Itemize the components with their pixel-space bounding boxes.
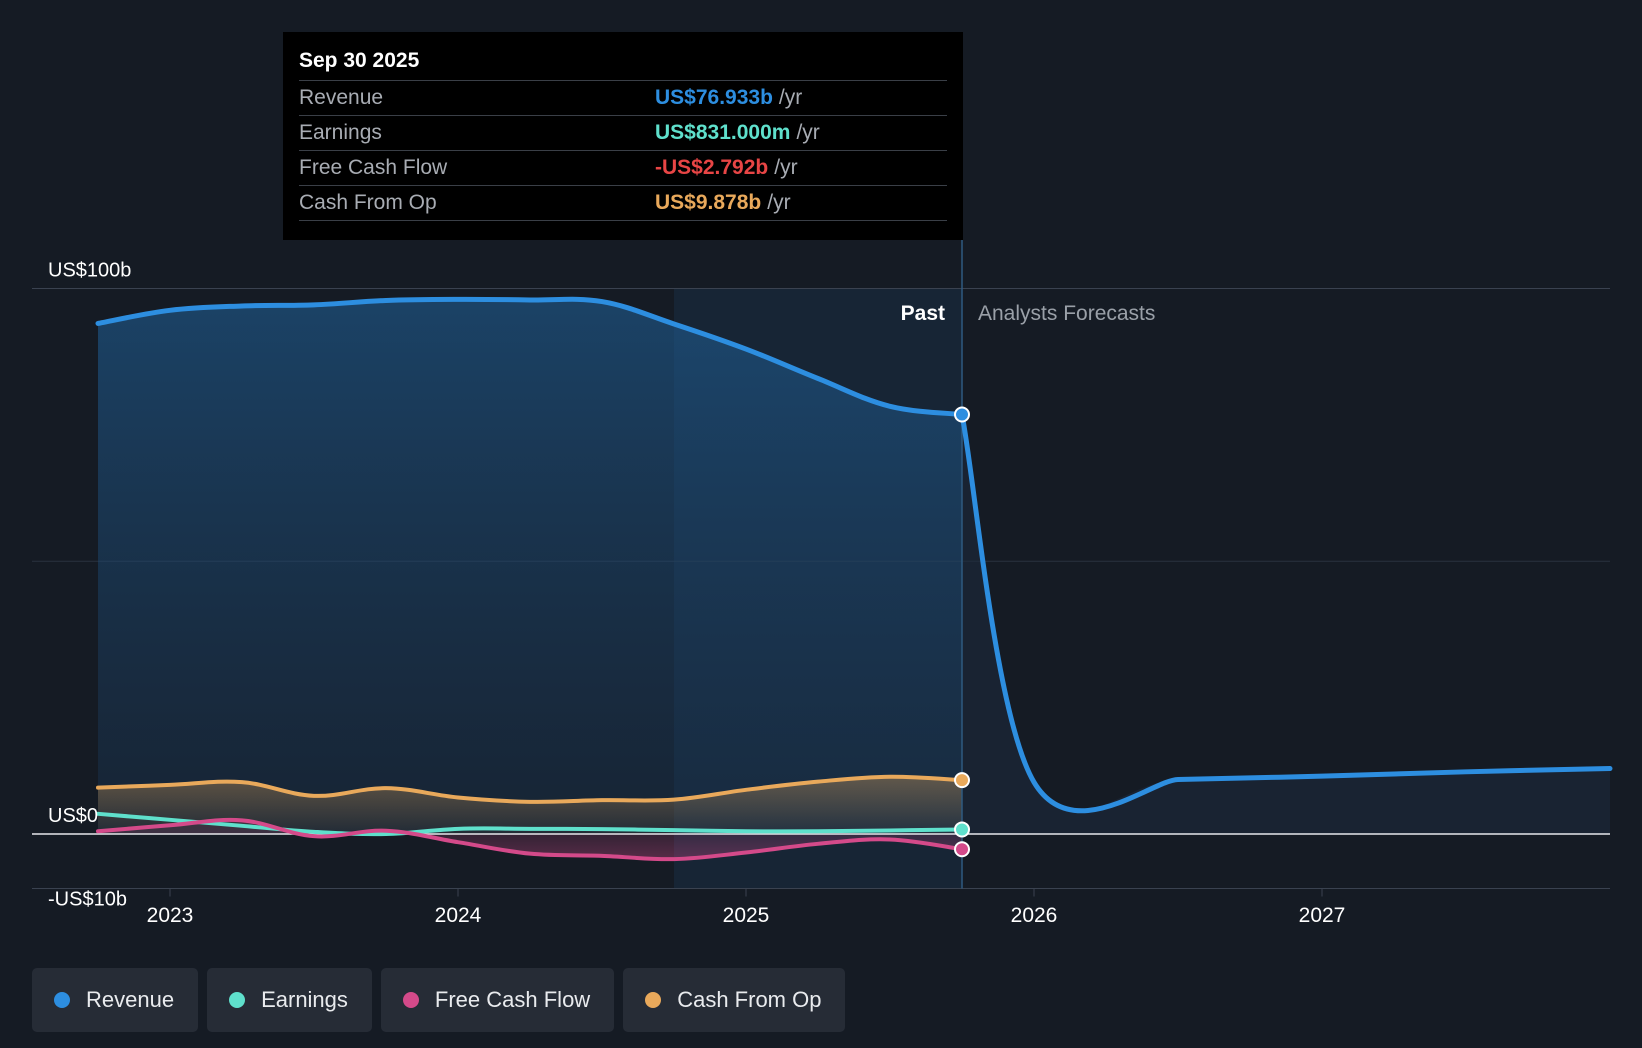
legend-item-free-cash-flow[interactable]: Free Cash Flow xyxy=(380,968,615,1032)
tooltip-row-free-cash-flow: Free Cash Flow -US$2.792b /yr xyxy=(299,150,947,185)
legend-label: Revenue xyxy=(86,987,175,1012)
cfo-line xyxy=(96,774,964,804)
revenue-forecast-area xyxy=(962,414,1610,834)
tooltip-value: US$76.933b xyxy=(655,86,773,109)
tooltip-value: -US$2.792b xyxy=(655,156,769,179)
legend-label: Cash From Op xyxy=(677,987,822,1012)
revenue-end-marker xyxy=(954,406,970,423)
legend-dot-icon xyxy=(229,992,246,1008)
revenue-line xyxy=(95,296,965,418)
chart-canvas: US$100b US$0 -US$10b 2023 2024 2025 2026 2027 Pa… xyxy=(32,240,1613,927)
tooltip-unit: /yr xyxy=(796,121,820,144)
legend-label: Free Cash Flow xyxy=(434,987,591,1012)
tooltip-unit: /yr xyxy=(778,86,803,109)
x-tick-label: 2024 xyxy=(435,904,482,927)
cfo-end-marker xyxy=(954,772,970,789)
tooltip-label: Earnings xyxy=(299,121,382,144)
tooltip-unit: /yr xyxy=(774,156,798,179)
y-axis-label: US$100b xyxy=(48,260,131,282)
legend: Revenue Earnings Free Cash Flow Cash Fro… xyxy=(32,968,846,1032)
tooltip-row-earnings: Earnings US$831.000m /yr xyxy=(299,115,947,150)
earnings-line xyxy=(96,811,964,837)
x-tick-label: 2026 xyxy=(1011,904,1058,927)
legend-dot-icon xyxy=(402,992,419,1008)
earnings-end-marker xyxy=(954,821,970,838)
legend-dot-icon xyxy=(54,992,70,1008)
tooltip: Sep 30 2025 Revenue US$76.933b /yr Earni… xyxy=(283,32,963,240)
tooltip-value: US$831.000m xyxy=(655,121,791,144)
fcf-end-marker xyxy=(954,841,970,858)
past-label: Past xyxy=(901,302,945,325)
tooltip-label: Cash From Op xyxy=(299,191,437,214)
revenue-forecast-line xyxy=(959,412,1613,814)
tooltip-date: Sep 30 2025 xyxy=(299,49,420,72)
y-axis-label: US$0 xyxy=(48,805,98,827)
free-cash-flow-area xyxy=(98,819,962,860)
legend-item-revenue[interactable]: Revenue xyxy=(32,968,199,1032)
tooltip-value: US$9.878b xyxy=(655,191,762,214)
x-tick-label: 2023 xyxy=(147,904,194,927)
legend-dot-icon xyxy=(645,992,662,1008)
legend-item-earnings[interactable]: Earnings xyxy=(207,968,372,1032)
x-tick-label: 2025 xyxy=(723,904,770,927)
tooltip-row-cash-from-op: Cash From Op US$9.878b /yr xyxy=(299,185,947,221)
tooltip-label: Free Cash Flow xyxy=(299,156,448,179)
legend-label: Earnings xyxy=(261,987,348,1012)
x-tick-label: 2027 xyxy=(1299,904,1346,927)
forecast-label: Analysts Forecasts xyxy=(978,302,1155,325)
legend-item-cash-from-op[interactable]: Cash From Op xyxy=(623,968,846,1032)
fcf-line xyxy=(96,817,964,862)
revenue-area xyxy=(98,299,962,834)
tooltip-unit: /yr xyxy=(767,191,791,214)
tooltip-label: Revenue xyxy=(299,86,384,109)
y-axis-label: -US$10b xyxy=(48,889,127,911)
tooltip-row-revenue: Revenue US$76.933b /yr xyxy=(299,80,947,115)
